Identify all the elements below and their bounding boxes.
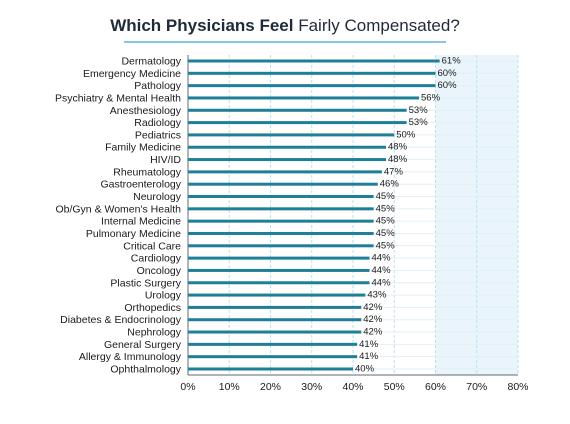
bar (188, 108, 407, 112)
value-label: 48% (388, 154, 408, 165)
value-label: 60% (438, 80, 458, 91)
bar (188, 170, 382, 174)
category-label: Neurology (133, 191, 182, 203)
category-label: Internal Medicine (101, 216, 181, 228)
x-tick-label: 10% (219, 381, 240, 393)
category-label: Urology (145, 290, 182, 302)
x-tick-label: 0% (180, 381, 195, 393)
category-label: Dermatology (121, 56, 181, 68)
x-tick-label: 20% (260, 381, 281, 393)
bar (188, 318, 362, 322)
value-label: 42% (363, 327, 383, 338)
value-label: 43% (367, 290, 387, 301)
bar (188, 244, 374, 248)
category-label: Pathology (134, 80, 181, 92)
category-label: Family Medicine (105, 142, 181, 154)
bar (188, 71, 436, 75)
x-tick-label: 80% (507, 381, 528, 393)
bar (188, 305, 362, 309)
chart-title: Which Physicians Feel Fairly Compensated… (0, 16, 570, 36)
value-label: 42% (363, 314, 383, 325)
bar (188, 121, 407, 125)
bar (188, 330, 362, 334)
bar (188, 96, 419, 100)
bar (188, 59, 440, 63)
value-label: 44% (372, 277, 392, 288)
category-label: Ob/Gyn & Women's Health (55, 203, 181, 215)
bar (188, 281, 370, 285)
value-label: 53% (409, 117, 429, 128)
value-label: 45% (376, 216, 396, 227)
category-label: Critical Care (123, 240, 181, 252)
category-label: Allergy & Immunology (79, 351, 182, 363)
category-label: Psychiatry & Mental Health (55, 92, 181, 104)
category-label: Orthopedics (124, 302, 181, 314)
value-label: 45% (376, 228, 396, 239)
category-label: General Surgery (104, 339, 182, 351)
bar (188, 355, 358, 359)
bar (188, 145, 386, 149)
bar (188, 219, 374, 223)
value-label: 41% (359, 351, 379, 362)
chart-title-rest: Fairly Compensated? (298, 16, 460, 35)
bar (188, 195, 374, 199)
bar (188, 182, 378, 186)
category-label: Gastroenterology (100, 179, 181, 191)
category-label: Pediatrics (135, 129, 181, 141)
value-label: 50% (396, 129, 416, 140)
category-label: Oncology (137, 265, 182, 277)
title-underline (124, 41, 446, 43)
chart-title-bold: Which Physicians Feel (110, 16, 294, 35)
bar (188, 256, 370, 260)
bar (188, 231, 374, 235)
value-label: 45% (376, 203, 396, 214)
value-label: 60% (438, 68, 458, 79)
category-label: Plastic Surgery (110, 277, 181, 289)
value-label: 46% (380, 179, 400, 190)
value-label: 56% (421, 92, 441, 103)
bar (188, 207, 374, 211)
x-tick-label: 60% (425, 381, 446, 393)
category-label: Radiology (134, 117, 181, 129)
value-label: 41% (359, 339, 379, 350)
value-label: 53% (409, 105, 429, 116)
x-tick-label: 50% (384, 381, 405, 393)
category-label: Rheumatology (113, 166, 181, 178)
value-label: 40% (355, 364, 375, 375)
bar (188, 342, 358, 346)
value-label: 48% (388, 142, 408, 153)
category-label: Diabetes & Endocrinology (60, 314, 182, 326)
bar (188, 293, 366, 297)
category-label: HIV/ID (150, 154, 181, 166)
category-label: Nephrology (127, 327, 181, 339)
bar (188, 84, 436, 88)
value-label: 44% (372, 265, 392, 276)
value-label: 42% (363, 302, 383, 313)
x-tick-label: 40% (342, 381, 363, 393)
x-tick-label: 30% (301, 381, 322, 393)
category-label: Emergency Medicine (83, 68, 181, 80)
value-label: 47% (384, 166, 404, 177)
bar (188, 158, 386, 162)
bar (188, 367, 353, 371)
category-label: Anesthesiology (110, 105, 182, 117)
value-label: 61% (442, 56, 462, 67)
x-tick-label: 70% (466, 381, 487, 393)
value-label: 45% (376, 191, 396, 202)
category-label: Pulmonary Medicine (86, 228, 181, 240)
value-label: 45% (376, 240, 396, 251)
value-label: 44% (372, 253, 392, 264)
bar (188, 268, 370, 272)
bar (188, 133, 395, 137)
category-label: Cardiology (131, 253, 182, 265)
category-label: Ophthalmology (110, 364, 181, 376)
